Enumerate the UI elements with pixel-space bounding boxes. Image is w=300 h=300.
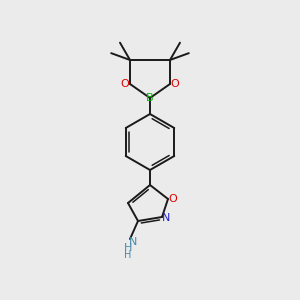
Text: H: H xyxy=(124,250,132,260)
Text: O: O xyxy=(171,79,179,89)
Text: N: N xyxy=(129,237,137,247)
Text: H: H xyxy=(124,243,132,253)
Text: B: B xyxy=(146,93,154,103)
Text: O: O xyxy=(169,194,177,204)
Text: N: N xyxy=(162,213,170,223)
Text: O: O xyxy=(121,79,129,89)
